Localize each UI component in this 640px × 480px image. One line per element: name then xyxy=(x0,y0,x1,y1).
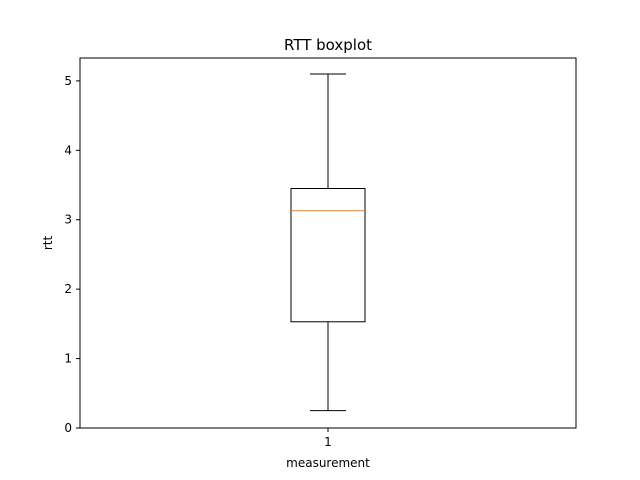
y-tick-label: 4 xyxy=(64,143,72,157)
x-axis-label: measurement xyxy=(286,456,370,470)
x-tick-label: 1 xyxy=(324,435,332,449)
y-axis-label: rtt xyxy=(41,236,55,251)
x-axis-ticks: 1 xyxy=(324,428,332,449)
y-tick-label: 5 xyxy=(64,74,72,88)
interquartile-box xyxy=(290,188,366,323)
y-tick-label: 1 xyxy=(64,352,72,366)
y-tick-label: 2 xyxy=(64,282,72,296)
y-axis-ticks: 0 1 2 3 4 5 xyxy=(64,74,80,435)
y-tick-label: 0 xyxy=(64,421,72,435)
plot-area: 0 1 2 3 4 5 1 xyxy=(64,57,577,449)
chart-title: RTT boxplot xyxy=(284,36,372,54)
y-tick-label: 3 xyxy=(64,213,72,227)
box-group xyxy=(290,73,366,412)
